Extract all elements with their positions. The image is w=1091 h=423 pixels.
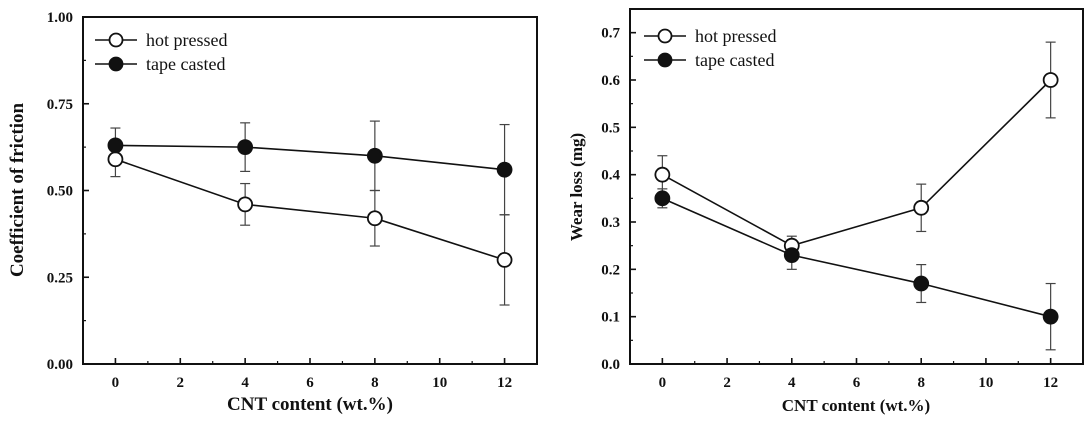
x-tick-label: 2 (723, 375, 731, 391)
data-point-tape-casted (237, 139, 254, 156)
data-point-tape-casted (496, 161, 513, 178)
x-tick-label: 0 (112, 375, 120, 391)
data-point-hot-pressed (107, 151, 124, 168)
y-tick-label: 1.00 (47, 10, 73, 26)
legend-label-tape-casted: tape casted (695, 50, 774, 70)
legend-label-tape-casted: tape casted (146, 54, 225, 74)
legend-marker-hot-pressed (108, 32, 124, 48)
data-point-tape-casted (783, 247, 800, 264)
x-axis-title: CNT content (wt.%) (782, 396, 930, 415)
x-tick-label: 2 (177, 375, 185, 391)
series-line-hot-pressed (115, 158, 505, 261)
data-point-hot-pressed (237, 196, 254, 213)
x-tick-label: 6 (306, 375, 314, 391)
x-axis-title: CNT content (wt.%) (227, 394, 393, 415)
y-tick-label: 0.7 (601, 26, 620, 42)
legend-marker-hot-pressed (657, 28, 673, 44)
y-tick-label: 0.4 (601, 168, 620, 184)
x-tick-label: 8 (371, 375, 379, 391)
x-tick-label: 0 (659, 375, 667, 391)
x-tick-label: 4 (241, 375, 249, 391)
y-tick-label: 0.75 (47, 97, 73, 113)
y-tick-label: 0.1 (601, 310, 620, 326)
data-point-hot-pressed (366, 210, 383, 227)
y-tick-label: 0.00 (47, 357, 73, 373)
x-tick-label: 12 (497, 375, 512, 391)
x-axis-ticks: 0 2 4 6 8 10 12 (112, 358, 512, 391)
legend: hot pressed tape casted (644, 26, 776, 70)
y-axis-ticks: 0.0 0.1 0.2 0.3 0.4 0.5 0.6 0.7 (601, 26, 636, 373)
data-point-hot-pressed (496, 251, 513, 268)
legend-marker-tape-casted (108, 56, 124, 72)
x-tick-label: 8 (917, 375, 925, 391)
series-line-hot-pressed (661, 79, 1052, 247)
x-tick-label: 4 (788, 375, 796, 391)
data-point-hot-pressed (913, 199, 930, 216)
y-tick-label: 0.3 (601, 215, 620, 231)
series-layer (107, 120, 513, 306)
y-tick-label: 0.0 (601, 357, 620, 373)
data-point-tape-casted (107, 137, 124, 154)
x-axis-ticks: 0 2 4 6 8 10 12 (659, 358, 1058, 391)
chart-panel-wear-loss: 0.0 0.1 0.2 0.3 0.4 0.5 0.6 0.7 0 2 4 6 8 10 12 hot p… (567, 8, 1084, 415)
y-axis-title: Wear loss (mg) (567, 133, 586, 241)
y-axis-title: Coefficient of friction (7, 103, 28, 278)
series-line-tape-casted (662, 197, 1051, 318)
x-tick-label: 10 (978, 375, 993, 391)
x-tick-label: 10 (432, 375, 447, 391)
legend: hot pressed tape casted (95, 30, 227, 74)
series-line-tape-casted (115, 144, 505, 171)
data-point-tape-casted (654, 190, 671, 207)
legend-marker-tape-casted (657, 52, 673, 68)
y-tick-label: 0.50 (47, 184, 73, 200)
y-tick-label: 0.2 (601, 262, 620, 278)
data-point-tape-casted (913, 275, 930, 292)
chart-panel-friction: 0.00 0.25 0.50 0.75 1.00 0 2 4 6 8 10 12 hot press… (7, 10, 538, 415)
data-point-hot-pressed (1042, 72, 1059, 88)
x-tick-label: 12 (1043, 375, 1058, 391)
data-point-hot-pressed (654, 166, 671, 183)
legend-label-hot-pressed: hot pressed (695, 26, 776, 46)
data-point-tape-casted (366, 147, 383, 164)
y-tick-label: 0.6 (601, 73, 620, 89)
legend-label-hot-pressed: hot pressed (146, 30, 227, 50)
data-point-tape-casted (1042, 308, 1059, 325)
y-axis-ticks: 0.00 0.25 0.50 0.75 1.00 (47, 10, 89, 373)
y-tick-label: 0.25 (47, 270, 73, 286)
series-layer (654, 41, 1059, 351)
y-tick-label: 0.5 (601, 120, 620, 136)
x-tick-label: 6 (853, 375, 861, 391)
